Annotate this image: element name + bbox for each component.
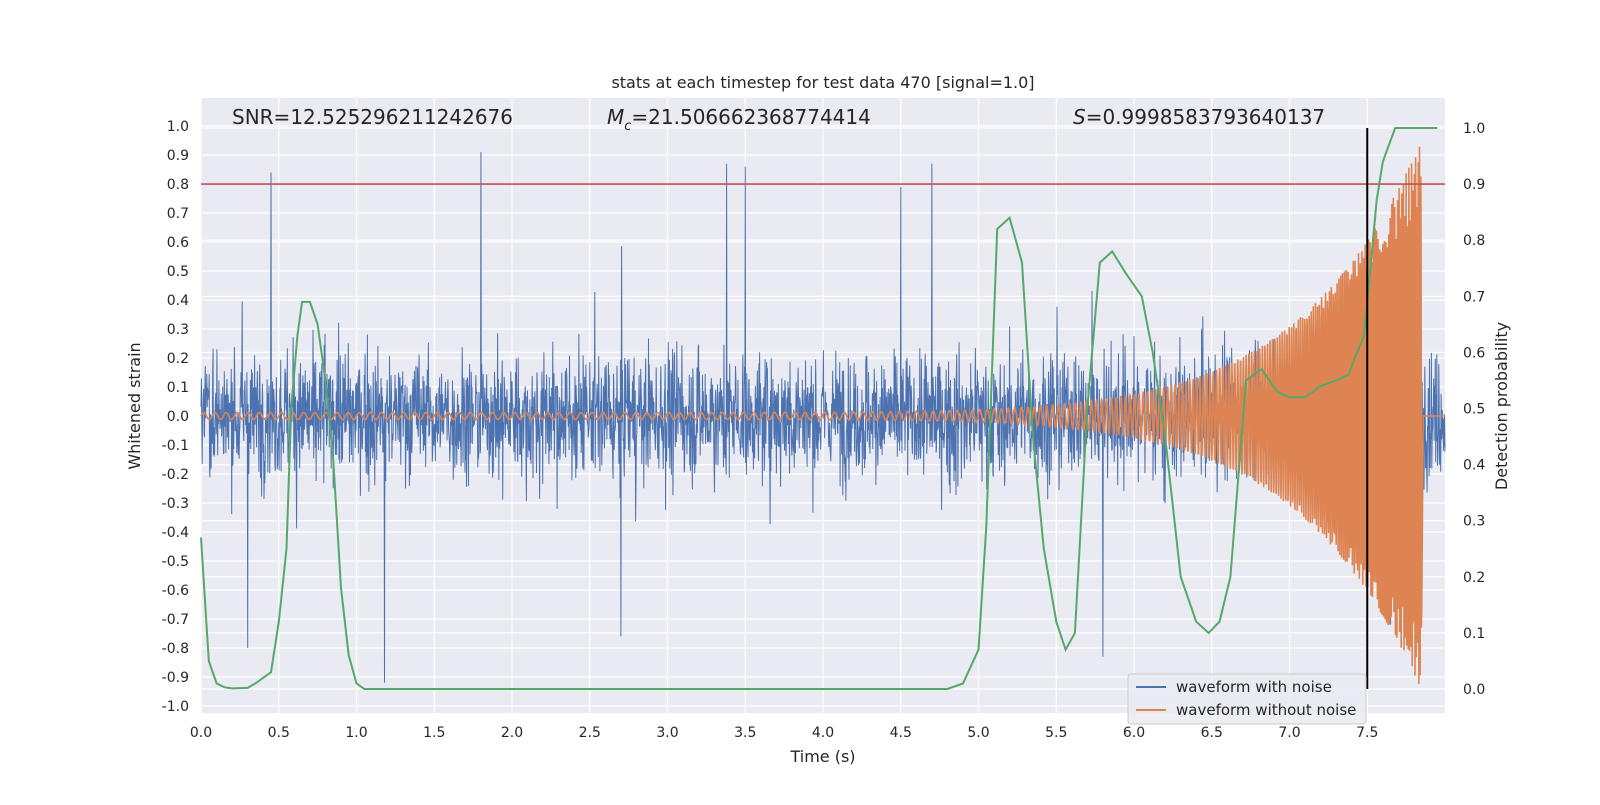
y2-tick-label: 0.2	[1463, 570, 1485, 586]
snr-annotation: SNR=12.525296211242676	[232, 105, 513, 129]
y-tick-label: 0.2	[167, 351, 189, 367]
x-tick-label: 0.0	[190, 725, 212, 741]
probability-series-layer	[200, 127, 1438, 690]
y-tick-label: 0.3	[167, 322, 189, 338]
y-tick-label: -1.0	[162, 699, 189, 715]
axis-ticks: 0.0 0.5 1.0 1.5 2.0 2.5 3.0 3.5 4.0 4.5 5.0 5.5 6.0 6…	[162, 119, 1486, 741]
snr-value: 12.525296211242676	[290, 105, 513, 129]
chirp-mass-value: =21.506662368774414	[631, 105, 870, 129]
y-axis-label: Whitened strain	[125, 342, 144, 469]
chirp-mass-subscript: c	[624, 119, 631, 134]
y-tick-label: 0.6	[167, 235, 189, 251]
y2-tick-label: 0.9	[1463, 177, 1485, 193]
x-tick-label: 1.5	[423, 725, 445, 741]
y2-tick-label: 0.7	[1463, 289, 1485, 305]
x-tick-label: 5.0	[967, 725, 989, 741]
x-tick-label: 7.0	[1278, 725, 1300, 741]
y2-tick-label: 1.0	[1463, 121, 1485, 137]
score-value: =0.9998583793640137	[1086, 105, 1325, 129]
x-tick-label: 7.5	[1356, 725, 1378, 741]
x-tick-label: 3.5	[734, 725, 756, 741]
y-tick-label: -0.6	[162, 583, 189, 599]
y-tick-label: -0.1	[162, 438, 189, 454]
y-tick-label: -0.7	[162, 612, 189, 628]
x-tick-label: 2.0	[501, 725, 523, 741]
y-tick-label: 0.4	[167, 293, 189, 309]
y-tick-label: -0.9	[162, 670, 189, 686]
x-tick-label: 1.0	[345, 725, 367, 741]
y-tick-label: 0.8	[167, 177, 189, 193]
x-tick-label: 5.5	[1045, 725, 1067, 741]
x-tick-label: 2.5	[579, 725, 601, 741]
y-tick-label: 0.7	[167, 206, 189, 222]
y-tick-label: -0.2	[162, 467, 189, 483]
y-tick-label: 0.0	[167, 409, 189, 425]
x-tick-label: 3.0	[656, 725, 678, 741]
y-tick-label: 0.1	[167, 380, 189, 396]
y2-axis-label: Detection probability	[1492, 322, 1511, 490]
legend-label-noise: waveform with noise	[1176, 678, 1332, 696]
x-tick-label: 6.0	[1123, 725, 1145, 741]
x-tick-label: 0.5	[268, 725, 290, 741]
y2-tick-label: 0.8	[1463, 233, 1485, 249]
y-tick-label: 0.9	[167, 148, 189, 164]
chirp-mass-annotation: Mc=21.506662368774414	[607, 105, 871, 134]
y-tick-label: -0.8	[162, 641, 189, 657]
y-tick-label: -0.4	[162, 525, 189, 541]
x-axis-label: Time (s)	[789, 747, 855, 766]
x-tick-label: 4.0	[812, 725, 834, 741]
chart-title: stats at each timestep for test data 470…	[611, 73, 1034, 92]
y2-tick-label: 0.1	[1463, 626, 1485, 642]
y-tick-label: -0.5	[162, 554, 189, 570]
legend: waveform with noise waveform without noi…	[1127, 673, 1367, 725]
y-tick-label: 0.5	[167, 264, 189, 280]
legend-box	[1127, 673, 1367, 725]
snr-prefix: SNR=	[232, 105, 290, 129]
detection-probability-line	[200, 127, 1438, 690]
y2-tick-label: 0.3	[1463, 514, 1485, 530]
x-tick-label: 4.5	[890, 725, 912, 741]
score-symbol: S	[1073, 105, 1086, 129]
legend-label-clean: waveform without noise	[1176, 701, 1356, 719]
chirp-mass-symbol: M	[607, 105, 624, 129]
y-tick-label: 1.0	[167, 119, 189, 135]
score-annotation: S=0.9998583793640137	[1073, 105, 1325, 129]
x-tick-label: 6.5	[1201, 725, 1223, 741]
clean-waveform-line	[200, 146, 1445, 684]
y2-tick-label: 0.6	[1463, 345, 1485, 361]
y2-tick-label: 0.5	[1463, 402, 1485, 418]
y2-tick-label: 0.0	[1463, 682, 1485, 698]
y2-tick-label: 0.4	[1463, 458, 1485, 474]
y-tick-label: -0.3	[162, 496, 189, 512]
clean-series-layer	[200, 146, 1445, 684]
